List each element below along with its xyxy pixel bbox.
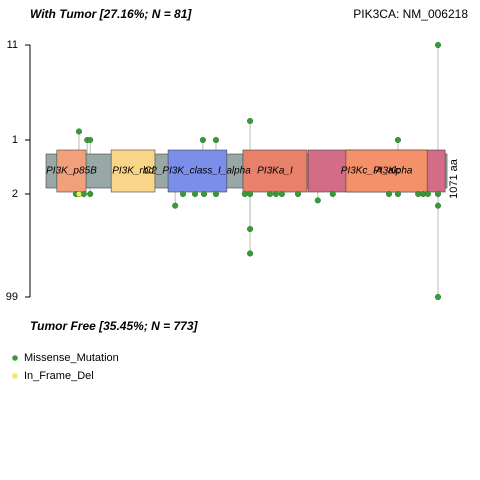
domain-label: PI3Kc <box>373 166 400 177</box>
mutation-dot <box>314 197 321 204</box>
mutation-dot <box>434 202 442 209</box>
mutation-dot <box>87 190 94 198</box>
chart-title: With Tumor [27.16%; N = 81] <box>30 7 192 21</box>
mutation-dot <box>212 190 220 198</box>
mutation-dot <box>294 190 302 198</box>
domain <box>56 149 87 193</box>
mutation-dot <box>434 190 442 198</box>
mutation-dot <box>247 190 254 198</box>
y2-tick-label: 99 <box>6 291 18 303</box>
mutation-dot <box>200 190 208 198</box>
mutation-dot <box>394 136 402 144</box>
mutation-dot <box>212 136 220 144</box>
legend-label: Missense_Mutation <box>24 352 119 364</box>
mutation-dot <box>272 190 279 198</box>
mutation-dot <box>278 190 285 198</box>
domain-label: PI3K_p85B <box>46 166 97 177</box>
mutation-dot <box>191 190 199 198</box>
mutation-dot <box>241 190 248 198</box>
mutation-dot <box>266 190 273 198</box>
domain-label: C2_PI3K_class_I_alpha <box>144 166 251 177</box>
domain <box>110 149 156 193</box>
domain <box>345 149 428 193</box>
domain <box>167 149 228 193</box>
mutation-dot <box>434 293 442 301</box>
bottom-title: Tumor Free [35.45%; N = 773] <box>30 319 199 333</box>
domain-label: PI3Ka_I <box>257 166 293 177</box>
legend-marker <box>12 373 18 379</box>
mutation-dot <box>75 128 82 135</box>
mutation-dot <box>75 190 82 198</box>
domain-label: PI3Kc_IA_alpha <box>341 166 413 177</box>
mutation-dot <box>434 41 442 49</box>
domain <box>242 149 308 193</box>
legend-marker <box>12 355 18 361</box>
y-tick-label: 1 <box>12 134 18 146</box>
gene-label: PIK3CA: NM_006218 <box>353 7 468 21</box>
mutation-dot <box>394 190 402 198</box>
mutation-dot <box>247 117 254 125</box>
mutation-dot <box>329 190 336 198</box>
mutation-dot <box>247 225 254 233</box>
y2-tick-label: 2 <box>12 188 18 200</box>
domain-label: PI3K_rbd <box>112 166 154 177</box>
legend-label: In_Frame_Del <box>24 370 94 382</box>
mutation-dot <box>87 136 94 144</box>
length-label: 1071 aa <box>448 158 460 199</box>
mutation-dot <box>385 190 393 198</box>
mutation-dot <box>247 250 254 257</box>
mutation-dot <box>179 190 187 198</box>
mutation-dot <box>424 190 431 198</box>
y-tick-label: 11 <box>7 39 18 51</box>
mutation-dot <box>172 202 179 209</box>
mutation-dot <box>199 136 206 144</box>
